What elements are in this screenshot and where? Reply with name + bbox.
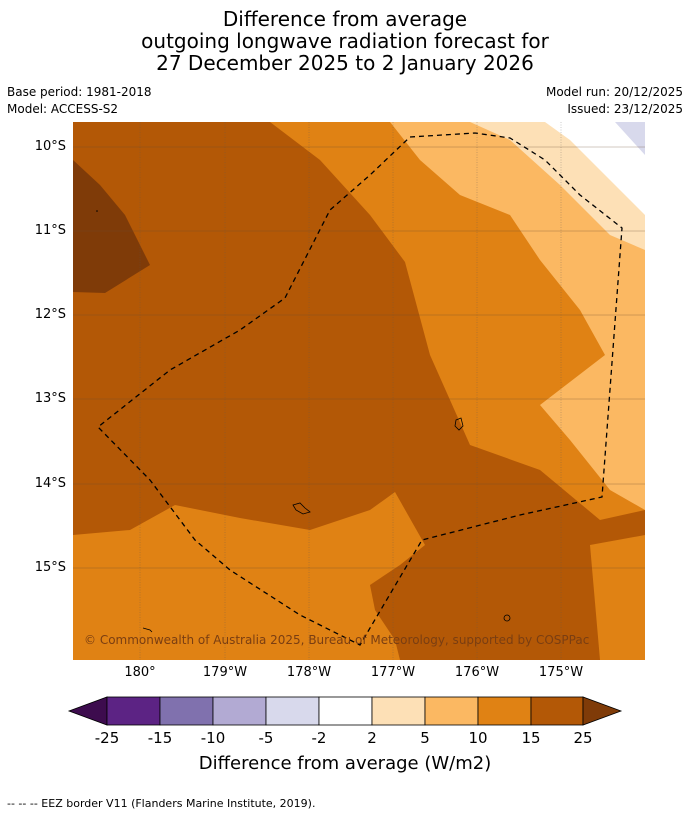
- colorbar-bin: [530, 696, 584, 726]
- colorbar-tick: 10: [468, 729, 488, 747]
- colorbar-label: Difference from average (W/m2): [198, 753, 492, 774]
- colorbar-tick: 25: [573, 729, 593, 747]
- title-line-1: Difference from average: [222, 7, 468, 31]
- lat-label: 14°S: [34, 476, 66, 491]
- lat-label: 11°S: [34, 223, 66, 238]
- colorbar-bin: [424, 696, 479, 726]
- lat-label: 12°S: [34, 307, 66, 322]
- title-line-2: outgoing longwave radiation forecast for: [141, 29, 549, 53]
- anomaly-region-10-15-sw: [73, 492, 425, 660]
- lat-label: 10°S: [34, 139, 66, 154]
- colorbar-tick: 15: [521, 729, 541, 747]
- colorbar-bin: [265, 696, 320, 726]
- colorbar-bin: [318, 696, 373, 726]
- colorbar-tick: 5: [420, 729, 430, 747]
- colorbar-extend-low: [67, 696, 108, 726]
- colorbar-bin: [477, 696, 532, 726]
- colorbar-bin: [212, 696, 267, 726]
- colorbar-bin: [106, 696, 161, 726]
- colorbar-tick: 2: [367, 729, 377, 747]
- colorbar: [67, 696, 623, 726]
- anomaly-region-5-10: [390, 122, 645, 510]
- lat-label: 13°S: [34, 391, 66, 406]
- issued-date: Issued: 23/12/2025: [567, 102, 683, 116]
- lon-label: 175°W: [538, 665, 584, 680]
- anomaly-region-above-25: [73, 160, 150, 293]
- gridlines: [139, 122, 562, 660]
- meta-left: Base period: 1981-2018 Model: ACCESS-S2: [7, 84, 152, 118]
- lon-label: 176°W: [454, 665, 500, 680]
- model-run: Model run: 20/12/2025: [545, 85, 683, 99]
- chart-title: Difference from average outgoing longwav…: [0, 8, 690, 74]
- lat-label: 15°S: [34, 560, 66, 575]
- colorbar-tick: -2: [311, 729, 327, 747]
- anomaly-region-neutral: [545, 122, 645, 215]
- colorbar-tick: -15: [147, 729, 173, 747]
- lon-label: 180°: [124, 665, 156, 680]
- title-line-3: 27 December 2025 to 2 January 2026: [156, 51, 534, 75]
- island-outline: [454, 417, 464, 431]
- colorbar-bin: [371, 696, 426, 726]
- meta-right: Model run: 20/12/2025 Issued: 23/12/2025: [546, 84, 683, 118]
- eez-legend-note: -- -- -- EEZ border V11 (Flanders Marine…: [7, 797, 316, 810]
- colorbar-extend-high: [582, 696, 623, 726]
- lon-label: 178°W: [286, 665, 332, 680]
- island-outline: [503, 614, 511, 622]
- map-area: [73, 122, 645, 660]
- lon-label: 179°W: [202, 665, 248, 680]
- latitude-lines: [73, 146, 645, 569]
- copyright-notice: © Commonwealth of Australia 2025, Bureau…: [84, 633, 590, 647]
- lon-label: 177°W: [370, 665, 416, 680]
- colorbar-tick: -25: [94, 729, 120, 747]
- model-name: Model: ACCESS-S2: [7, 102, 119, 116]
- colorbar-tick: -5: [258, 729, 274, 747]
- island-outline: [142, 627, 153, 633]
- colorbar-tick: -10: [200, 729, 226, 747]
- colorbar-bin: [159, 696, 214, 726]
- island-outline: [96, 210, 98, 212]
- base-period: Base period: 1981-2018: [7, 85, 152, 99]
- island-outline: [292, 502, 311, 515]
- anomaly-region-10-15-se: [590, 535, 645, 660]
